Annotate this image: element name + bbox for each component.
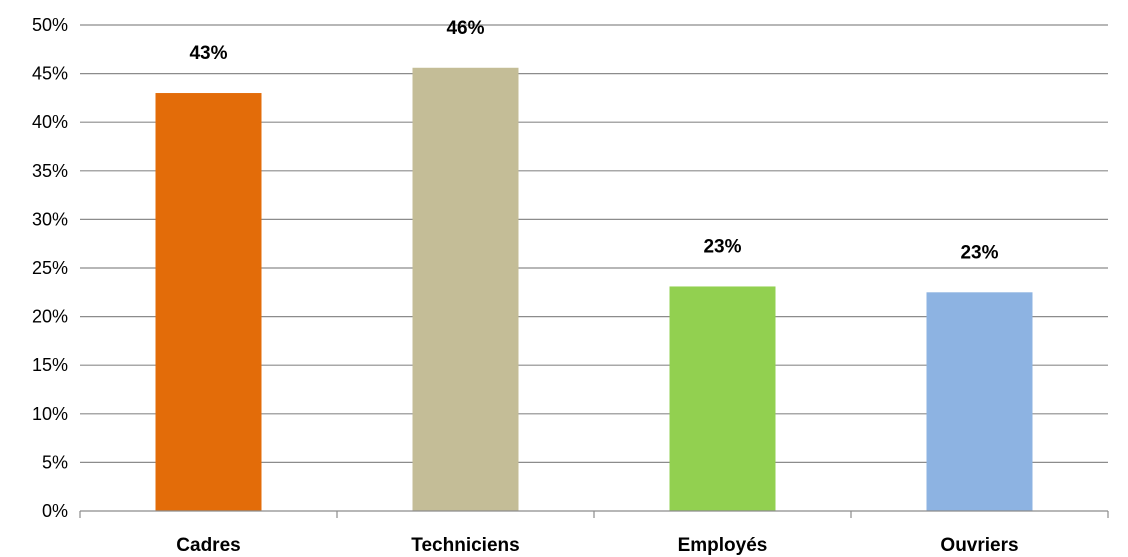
- data-label: 43%: [189, 43, 227, 64]
- category-label: Techniciens: [411, 535, 519, 556]
- bars: [155, 67, 1033, 511]
- data-label: 46%: [446, 18, 484, 39]
- y-tick-label: 50%: [32, 15, 68, 35]
- category-label: Cadres: [176, 535, 240, 556]
- data-label: 23%: [960, 242, 998, 263]
- bar-employés: [669, 286, 776, 511]
- y-tick-label: 5%: [42, 452, 68, 472]
- y-tick-label: 0%: [42, 501, 68, 521]
- bar-cadres: [155, 93, 262, 511]
- bar-techniciens: [412, 67, 519, 511]
- y-tick-label: 25%: [32, 258, 68, 278]
- bar-ouvriers: [926, 292, 1033, 511]
- x-axis: [79, 510, 1109, 518]
- y-tick-label: 40%: [32, 112, 68, 132]
- y-tick-label: 10%: [32, 404, 68, 424]
- y-tick-label: 30%: [32, 209, 68, 229]
- y-tick-label: 15%: [32, 355, 68, 375]
- category-labels: Cadres Techniciens Employés Ouvriers: [176, 535, 1018, 556]
- category-label: Employés: [678, 535, 768, 556]
- y-tick-label: 20%: [32, 307, 68, 327]
- y-tick-label: 45%: [32, 64, 68, 84]
- y-axis-tick-labels: 0% 5% 10% 15% 20% 25% 30% 35% 40% 45% 50%: [32, 15, 68, 521]
- category-label: Ouvriers: [940, 535, 1018, 556]
- data-label: 23%: [703, 236, 741, 257]
- data-labels: 43% 46% 23% 23%: [189, 18, 998, 264]
- y-tick-label: 35%: [32, 161, 68, 181]
